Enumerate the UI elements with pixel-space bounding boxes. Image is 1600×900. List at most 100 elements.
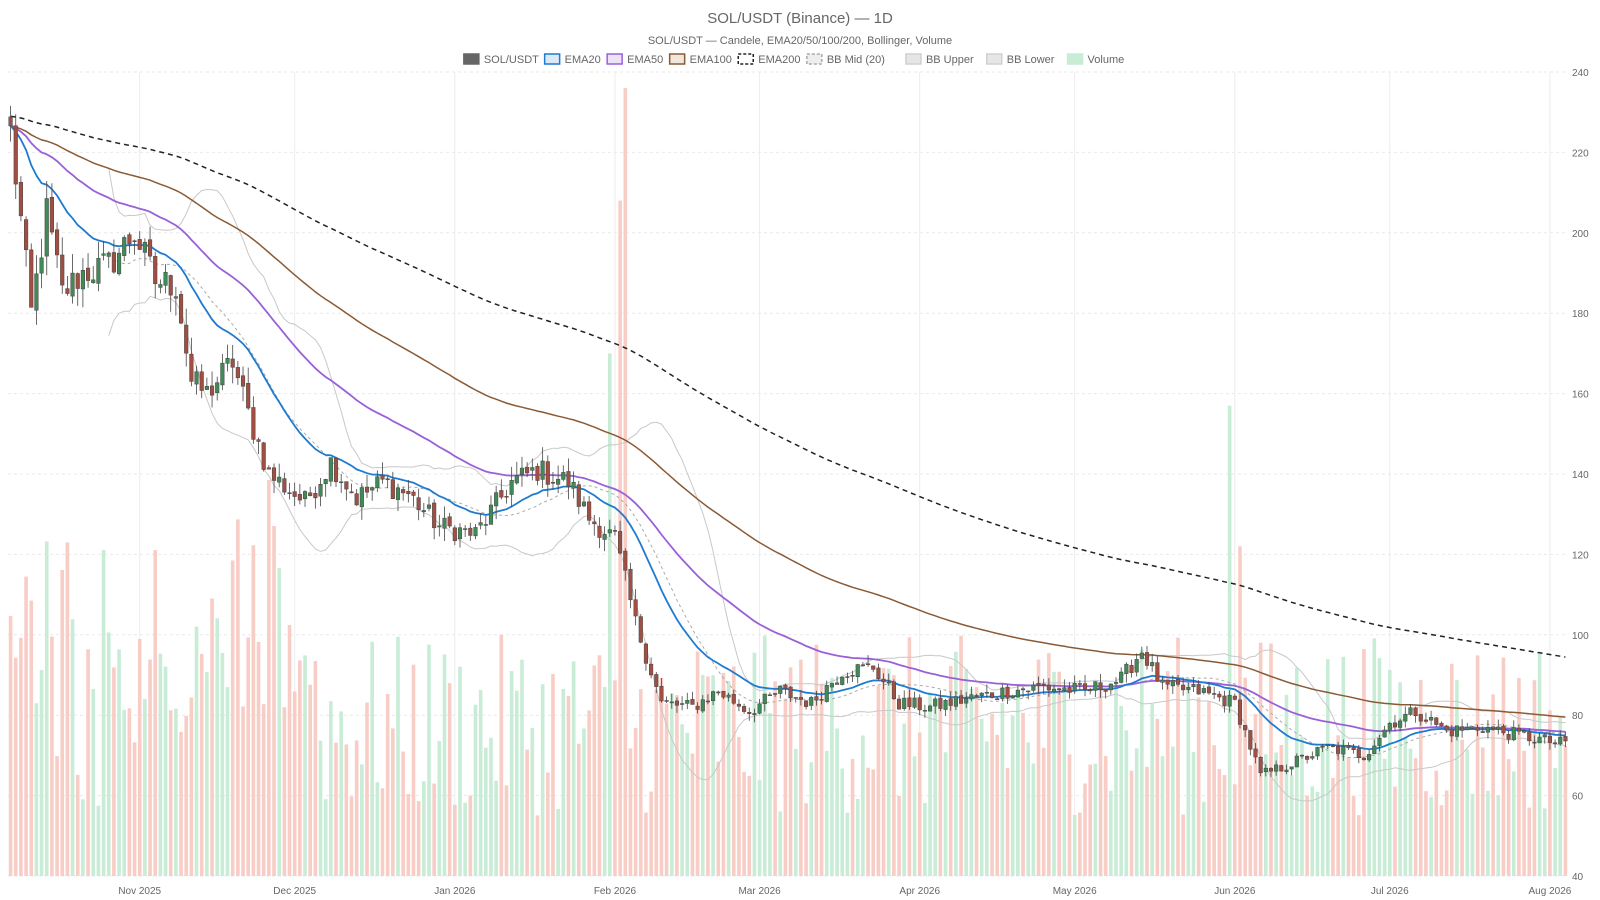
- volume-bar: [850, 758, 855, 876]
- candle: [65, 276, 70, 296]
- volume-bar: [773, 681, 777, 876]
- candle: [70, 254, 75, 304]
- candle: [1248, 730, 1253, 756]
- volume-bar: [1072, 814, 1077, 876]
- volume-bar: [1295, 667, 1299, 876]
- candle: [483, 515, 488, 536]
- candle: [1387, 721, 1392, 734]
- candle: [473, 523, 478, 540]
- volume-bar: [680, 724, 684, 876]
- candle-body: [1279, 765, 1284, 772]
- candle: [271, 463, 277, 494]
- candle-body: [1377, 737, 1382, 746]
- candle: [55, 222, 60, 268]
- volume-bar: [489, 737, 493, 876]
- volume-bar: [168, 710, 173, 876]
- candle: [158, 279, 163, 294]
- candle-body: [788, 686, 793, 699]
- volume-bar: [861, 735, 865, 876]
- volume-bar: [1341, 656, 1346, 876]
- volume-bar: [1057, 671, 1061, 876]
- candle-body: [318, 484, 323, 497]
- candle: [721, 690, 726, 700]
- volume-bar: [267, 479, 271, 876]
- candle-body: [401, 489, 406, 494]
- candle: [964, 691, 969, 709]
- candle-body: [1057, 688, 1062, 690]
- volume-bar: [1444, 790, 1449, 876]
- candle-body: [1186, 687, 1191, 691]
- candle-body: [1553, 742, 1558, 744]
- candle: [411, 489, 416, 507]
- candle-body: [525, 466, 530, 474]
- candle-body: [742, 706, 747, 712]
- candle: [1134, 653, 1139, 677]
- candle: [1372, 739, 1377, 755]
- volume-bar: [602, 687, 607, 876]
- candle-body: [907, 697, 912, 707]
- candle-body: [457, 527, 463, 540]
- candle-body: [964, 698, 969, 704]
- candle: [1532, 735, 1537, 749]
- volume-bar: [44, 541, 49, 876]
- candle: [1325, 744, 1330, 750]
- candle-body: [163, 271, 168, 286]
- candle: [674, 697, 679, 713]
- candle: [261, 441, 266, 472]
- volume-bar: [1171, 746, 1175, 876]
- candle-body: [845, 676, 850, 678]
- candle-body: [251, 407, 256, 440]
- candle: [902, 690, 907, 711]
- candle: [468, 522, 473, 541]
- volume-bar: [762, 635, 767, 876]
- volume-bar: [1382, 758, 1387, 876]
- volume-bar: [396, 636, 400, 876]
- candle: [395, 483, 401, 512]
- candle: [840, 676, 845, 686]
- candle-body: [1403, 713, 1408, 722]
- candle-body: [1041, 683, 1046, 687]
- volume-bar: [137, 638, 142, 876]
- candle: [638, 614, 643, 644]
- candle-body: [225, 358, 230, 364]
- legend-label: EMA200: [758, 54, 800, 66]
- candle-body: [1119, 671, 1124, 683]
- candle: [1036, 676, 1041, 695]
- candle: [452, 525, 457, 546]
- legend-label: BB Mid (20): [827, 54, 885, 66]
- candle-body: [1222, 695, 1227, 707]
- volume-bar: [706, 676, 710, 876]
- candle: [354, 489, 359, 506]
- candle-body: [8, 116, 13, 127]
- candle-body: [478, 522, 483, 526]
- volume-bar: [1470, 793, 1475, 876]
- candle-body: [1263, 767, 1268, 772]
- candle: [1356, 744, 1361, 764]
- y-tick-label: 60: [1572, 792, 1584, 803]
- candle: [669, 693, 674, 709]
- candle: [922, 704, 927, 718]
- candle-body: [1460, 726, 1465, 731]
- x-tick-label: Mar 2026: [738, 886, 781, 897]
- bb-upper-line: [108, 167, 1566, 740]
- candle: [1015, 685, 1020, 698]
- candle-body: [933, 698, 938, 707]
- candle: [230, 345, 235, 384]
- candle: [649, 657, 654, 679]
- candle: [711, 690, 716, 706]
- volume-bar: [1000, 702, 1005, 876]
- volume-bar: [969, 688, 974, 876]
- volume-bar: [344, 744, 349, 876]
- volume-bar: [1480, 747, 1485, 876]
- candle-body: [953, 696, 958, 707]
- candle-body: [1268, 768, 1274, 772]
- candle-body: [664, 700, 669, 702]
- candle-body: [535, 465, 540, 481]
- volume-bar: [1041, 747, 1046, 876]
- volume-bar: [411, 664, 416, 876]
- candle: [349, 483, 354, 494]
- candle-body: [313, 493, 318, 499]
- candle-body: [411, 491, 416, 496]
- candle: [969, 686, 974, 702]
